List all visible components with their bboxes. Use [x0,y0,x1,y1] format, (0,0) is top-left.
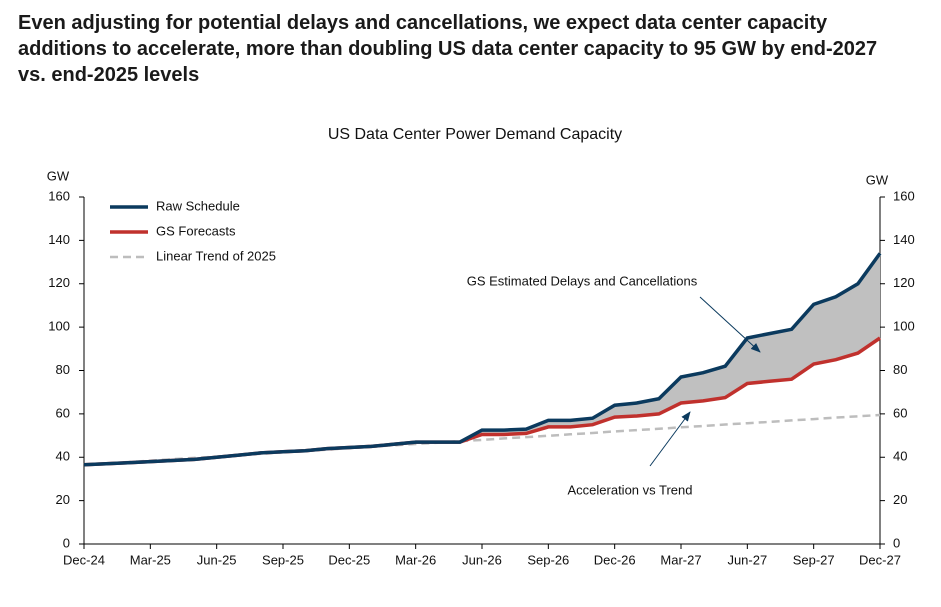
x-tick-label: Dec-27 [859,552,901,567]
chart-title: US Data Center Power Demand Capacity [328,126,622,143]
y2-tick-label: 60 [893,405,907,420]
x-tick-label: Jun-25 [197,552,237,567]
x-tick-label: Jun-26 [462,552,502,567]
y-tick-label: 100 [48,319,70,334]
annotation: Acceleration vs Trend [567,482,692,497]
x-tick-label: Mar-25 [130,552,171,567]
x-tick-label: Mar-26 [395,552,436,567]
y2-tick-label: 0 [893,535,900,550]
x-tick-label: Mar-27 [660,552,701,567]
y-tick-label: 0 [63,535,70,550]
y2-axis-label: GW [866,172,889,187]
x-tick-label: Dec-25 [328,552,370,567]
y-tick-label: 20 [56,492,70,507]
y2-tick-label: 80 [893,362,907,377]
legend-label: Raw Schedule [156,198,240,213]
legend-label: Linear Trend of 2025 [156,248,276,263]
y2-tick-label: 40 [893,449,907,464]
y2-tick-label: 120 [893,275,915,290]
headline-line: Even adjusting for potential delays and … [18,12,828,34]
headline-line: additions to accelerate, more than doubl… [18,38,878,60]
x-tick-label: Sep-25 [262,552,304,567]
y-tick-label: 40 [56,449,70,464]
headline-line: vs. end-2025 levels [18,64,200,86]
y2-tick-label: 100 [893,319,915,334]
y2-tick-label: 140 [893,232,915,247]
x-tick-label: Dec-24 [63,552,105,567]
annotation: GS Estimated Delays and Cancellations [467,273,698,288]
y-tick-label: 60 [56,405,70,420]
legend-label: GS Forecasts [156,223,236,238]
headline: Even adjusting for potential delays and … [18,10,877,88]
y-tick-label: 120 [48,275,70,290]
y2-tick-label: 160 [893,188,915,203]
y2-tick-label: 20 [893,492,907,507]
annotation-arrow [649,411,691,467]
y-tick-label: 140 [48,232,70,247]
x-tick-label: Sep-27 [793,552,835,567]
x-tick-label: Dec-26 [594,552,636,567]
y-tick-label: 160 [48,188,70,203]
x-tick-label: Sep-26 [527,552,569,567]
y-axis-label: GW [47,168,70,183]
series-line [83,252,882,467]
y-tick-label: 80 [56,362,70,377]
x-tick-label: Jun-27 [727,552,767,567]
annotation-arrow [699,296,761,353]
